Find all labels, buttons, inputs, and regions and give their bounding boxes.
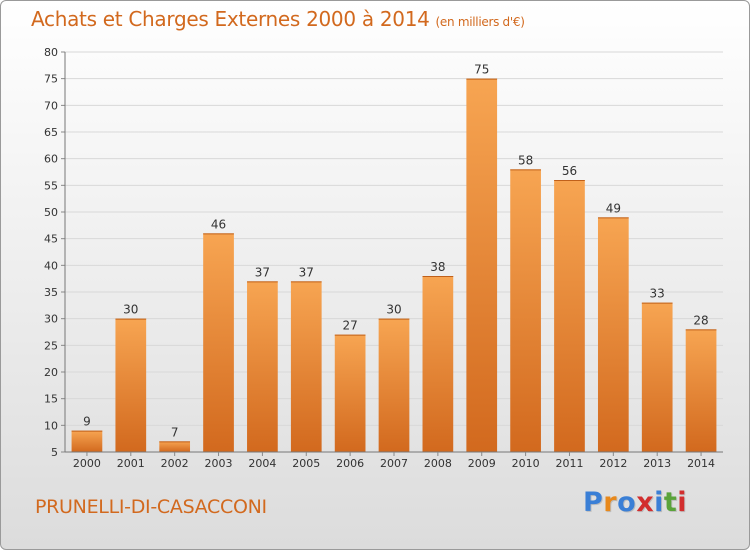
y-tick-label: 70 — [44, 99, 58, 112]
y-tick-label: 30 — [44, 313, 58, 326]
x-tick-label: 2002 — [161, 457, 189, 470]
bar-2003[interactable] — [203, 233, 234, 452]
data-label: 30 — [386, 303, 401, 317]
y-tick-label: 65 — [44, 126, 58, 139]
place-name: PRUNELLI-DI-CASACCONI — [35, 496, 267, 518]
y-tick-label: 55 — [44, 179, 58, 192]
data-label: 46 — [211, 217, 226, 231]
x-tick-label: 2003 — [205, 457, 233, 470]
data-label: 49 — [606, 201, 621, 215]
y-tick-label: 5 — [51, 446, 58, 459]
x-tick-label: 2008 — [424, 457, 452, 470]
y-tick-label: 80 — [44, 46, 58, 59]
bar-chart: 5 10 15 20 25 30 35 40 45 50 55 60 65 70 75 80 2000 2001… — [1, 1, 750, 550]
bar-2002[interactable] — [159, 441, 190, 452]
logo-letter: P — [583, 487, 603, 518]
x-tick-label: 2014 — [687, 457, 715, 470]
bar-2008[interactable] — [423, 276, 454, 452]
y-tick-label: 20 — [44, 366, 58, 379]
x-tick-label: 2013 — [643, 457, 671, 470]
y-tick-label: 15 — [44, 393, 58, 406]
bar-2010[interactable] — [510, 169, 541, 452]
bar-2004[interactable] — [247, 281, 278, 452]
y-tick-label: 25 — [44, 339, 58, 352]
data-label: 38 — [430, 260, 445, 274]
bar-2001[interactable] — [115, 319, 146, 452]
y-tick-label: 50 — [44, 206, 58, 219]
data-label: 75 — [474, 63, 489, 77]
bar-2011[interactable] — [554, 180, 585, 452]
bar-2013[interactable] — [642, 303, 673, 452]
x-tick-label: 2004 — [248, 457, 276, 470]
bar-2012[interactable] — [598, 217, 629, 452]
x-tick-label: 2007 — [380, 457, 408, 470]
data-label: 33 — [650, 287, 665, 301]
y-tick-label: 35 — [44, 286, 58, 299]
logo-letter: o — [617, 487, 636, 518]
bar-2014[interactable] — [686, 329, 717, 452]
data-label: 7 — [171, 425, 179, 439]
y-tick-label: 10 — [44, 419, 58, 432]
x-tick-label: 2009 — [468, 457, 496, 470]
data-label: 37 — [299, 265, 314, 279]
y-tick-label: 60 — [44, 153, 58, 166]
bar-2000[interactable] — [72, 431, 103, 452]
data-label: 28 — [693, 313, 708, 327]
bar-2005[interactable] — [291, 281, 322, 452]
x-tick-label: 2000 — [73, 457, 101, 470]
proxiti-logo[interactable]: Proxiti — [583, 487, 687, 518]
data-label: 58 — [518, 153, 533, 167]
data-label: 56 — [562, 164, 577, 178]
x-tick-label: 2001 — [117, 457, 145, 470]
y-tick-label: 75 — [44, 73, 58, 86]
x-tick-label: 2012 — [599, 457, 627, 470]
bar-2007[interactable] — [379, 319, 410, 452]
x-tick-label: 2005 — [292, 457, 320, 470]
y-tick-labels: 5 10 15 20 25 30 35 40 45 50 55 60 65 70 75 80 — [44, 46, 58, 459]
data-label: 37 — [255, 265, 270, 279]
x-tick-label: 2011 — [555, 457, 583, 470]
y-tick-label: 40 — [44, 259, 58, 272]
data-label: 27 — [342, 319, 357, 333]
x-tick-label: 2006 — [336, 457, 364, 470]
logo-letter: x — [636, 487, 654, 518]
y-tick-label: 45 — [44, 233, 58, 246]
bar-2006[interactable] — [335, 335, 366, 452]
bar-2009[interactable] — [466, 79, 497, 452]
chart-frame: Achats et Charges Externes 2000 à 2014 (e… — [0, 0, 750, 550]
data-label: 9 — [83, 415, 91, 429]
x-tick-label: 2010 — [512, 457, 540, 470]
logo-letter: t — [664, 487, 677, 518]
logo-letter: i — [677, 487, 687, 518]
x-tick-labels: 2000 2001 2002 2003 2004 2005 2006 2007 2008 2009… — [73, 452, 715, 470]
data-label: 30 — [123, 303, 138, 317]
logo-letter: r — [603, 487, 617, 518]
logo-letter: i — [654, 487, 664, 518]
